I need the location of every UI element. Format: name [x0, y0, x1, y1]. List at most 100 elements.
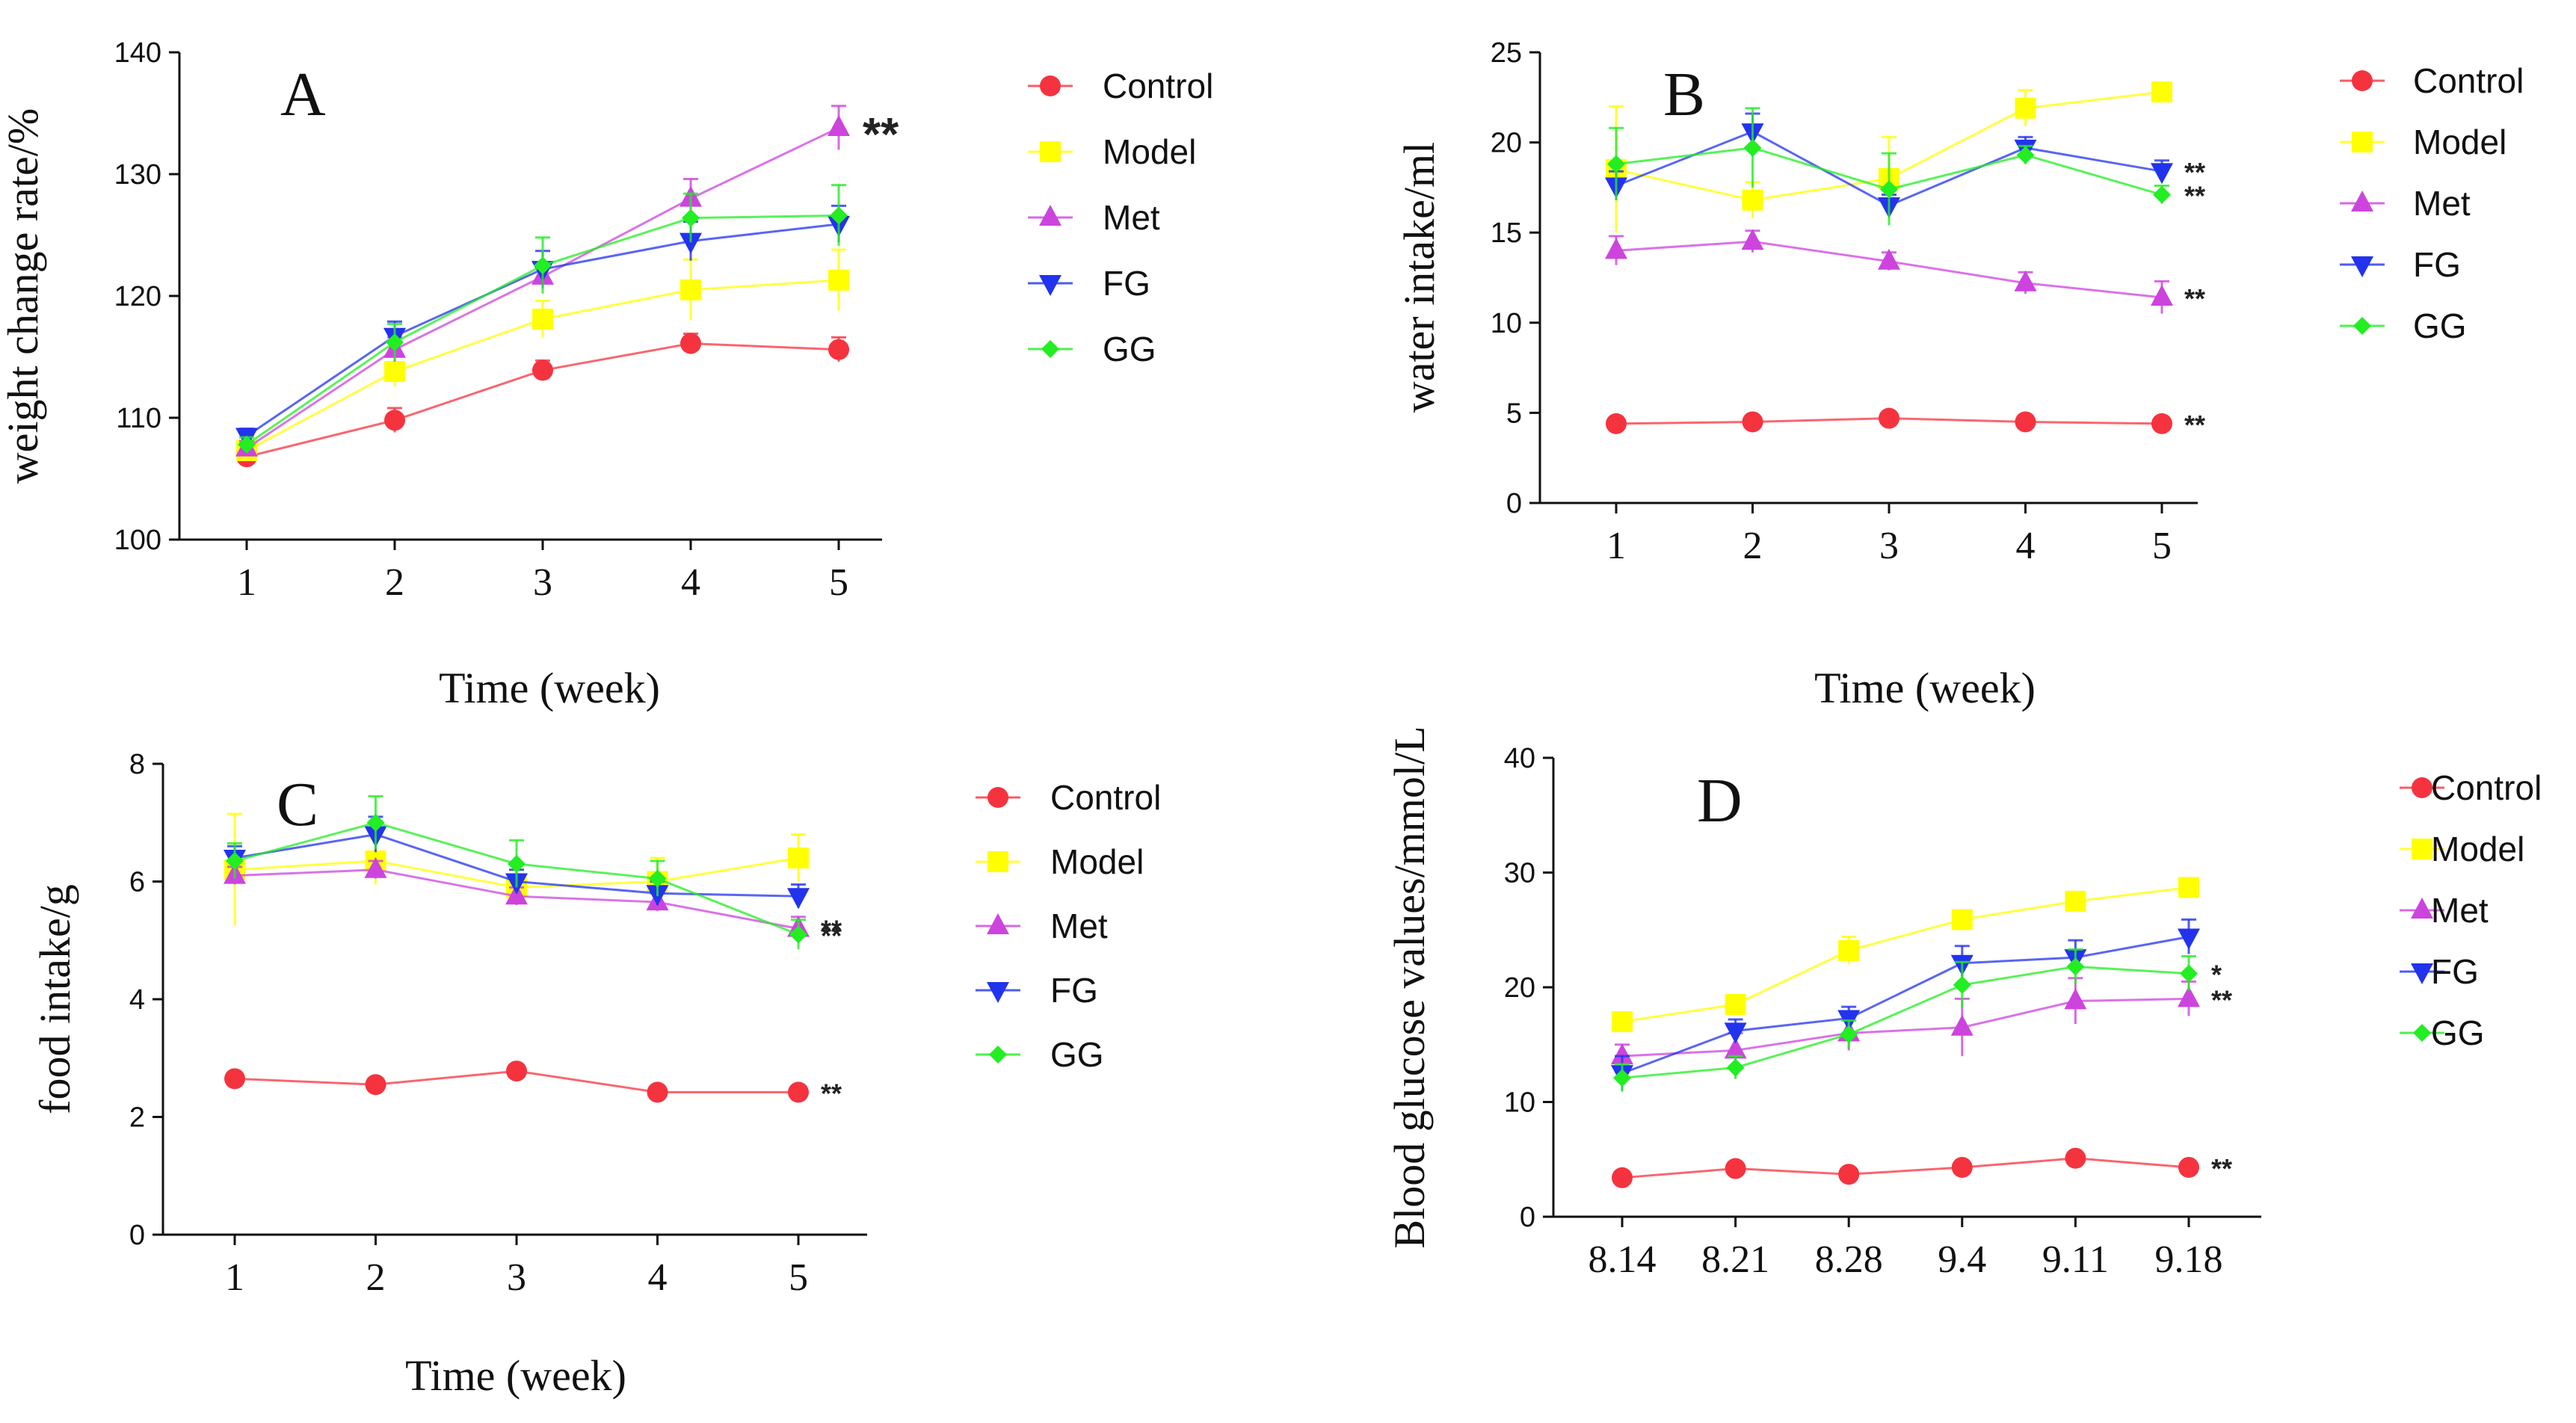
significance-annotation: **: [821, 915, 842, 945]
legend-label: GG: [1103, 330, 1156, 368]
data-point: [1838, 1164, 1860, 1185]
y-axis-title-a: weight change rate/%: [0, 108, 47, 484]
data-point: [1613, 1069, 1631, 1087]
significance-annotation: *: [2211, 960, 2222, 990]
legend-swatch-marker: [987, 913, 1009, 934]
legend-a: Control Model Met FG GG: [1028, 67, 1213, 368]
x-tick-label: 3: [507, 1256, 526, 1299]
x-tick-label: 8.14: [1589, 1238, 1657, 1281]
legend-item-met: Met: [976, 907, 1108, 945]
data-point: [788, 848, 809, 868]
series-line: [1621, 935, 2190, 1075]
y-tick-label: 40: [1504, 743, 1535, 774]
data-point: [1724, 1037, 1747, 1059]
y-tick-label: 30: [1504, 858, 1535, 889]
y-tick-label: 20: [1504, 972, 1535, 1004]
legend-swatch-marker: [987, 787, 1008, 808]
panel-letter-b: B: [1663, 60, 1705, 129]
significance-annotation: **: [2184, 410, 2205, 440]
data-point: [238, 435, 256, 454]
x-tick-label: 1: [237, 561, 256, 604]
data-point: [789, 925, 807, 944]
x-tick-label: 2: [366, 1256, 386, 1299]
x-axis-title-b: Time (week): [1814, 664, 2036, 712]
significance-annotation: **: [863, 109, 899, 161]
legend-swatch-marker: [2353, 317, 2371, 335]
significance-annotation: **: [2184, 181, 2205, 212]
x-tick-label: 2: [385, 561, 404, 604]
data-point: [2178, 928, 2200, 950]
panel-letter-d: D: [1697, 766, 1743, 836]
x-axis-title-a: Time (week): [439, 664, 660, 712]
x-tick-label: 9.18: [2155, 1238, 2223, 1281]
data-point: [2065, 1147, 2086, 1169]
x-tick-label: 8.21: [1701, 1238, 1769, 1281]
legend-item-control: Control: [976, 778, 1161, 817]
data-point: [2178, 986, 2200, 1007]
significance-annotation: **: [2211, 1153, 2232, 1184]
data-point: [2015, 97, 2036, 119]
legend-label: Control: [1103, 67, 1213, 105]
data-point: [1951, 1156, 1973, 1178]
legend-swatch-marker: [2352, 70, 2373, 91]
legend-label: GG: [1050, 1035, 1104, 1074]
legend-item-fg: FG: [2400, 952, 2479, 991]
data-point: [532, 359, 553, 381]
legend-label: Met: [2413, 184, 2471, 223]
series-met: [1605, 229, 2173, 314]
x-tick-label: 1: [1606, 525, 1626, 567]
series-model: [1612, 877, 2199, 1033]
data-point: [2064, 988, 2087, 1010]
y-axis-title-b: water intake/ml: [1395, 142, 1443, 413]
y-axis-title-c: food intake/g: [31, 884, 79, 1114]
data-point: [1950, 1014, 1973, 1036]
legend-label: FG: [1050, 971, 1098, 1010]
y-tick-label: 20: [1491, 128, 1522, 159]
legend-swatch-marker: [2412, 839, 2432, 859]
data-point: [1725, 994, 1746, 1016]
data-point: [1741, 229, 1764, 250]
significance-annotation: **: [2211, 984, 2232, 1015]
x-tick-label: 9.11: [2042, 1238, 2109, 1281]
data-point: [2151, 413, 2172, 434]
data-point: [2015, 411, 2036, 433]
legend-swatch-marker: [2351, 191, 2373, 212]
series-gg: [1607, 107, 2171, 226]
data-point: [1951, 909, 1973, 930]
data-point: [2180, 964, 2198, 983]
y-tick-label: 120: [114, 281, 161, 312]
legend-item-control: Control: [1028, 67, 1213, 105]
data-point: [1743, 138, 1762, 157]
legend-label: Model: [1050, 842, 1144, 881]
legend-label: Met: [2431, 891, 2489, 930]
data-point: [2016, 146, 2035, 164]
data-point: [2178, 1156, 2199, 1178]
legend-swatch-marker: [2411, 898, 2433, 919]
data-point: [384, 361, 405, 383]
y-tick-label: 110: [116, 403, 161, 434]
data-point: [366, 813, 385, 832]
series-line: [1621, 965, 2190, 1079]
data-point: [2178, 877, 2199, 898]
x-axis-title-c: Time (week): [405, 1351, 626, 1400]
chart-panel-d: 0 10 20 30 40 8.14 8.21 8.28 9.4 9.11 9.18 D Blood g…: [1385, 726, 2542, 1281]
data-point: [1742, 411, 1763, 433]
data-point: [1612, 1167, 1633, 1188]
legend-swatch-marker: [1040, 141, 1061, 162]
legend-label: FG: [2413, 245, 2461, 284]
data-point: [830, 206, 848, 225]
data-point: [2151, 163, 2173, 185]
data-point: [680, 232, 702, 254]
y-tick-label: 140: [114, 37, 161, 69]
legend-swatch-marker: [1041, 340, 1059, 358]
legend-label: Model: [2431, 830, 2524, 868]
data-point: [226, 851, 244, 870]
data-point: [386, 333, 404, 351]
legend-label: Model: [1103, 132, 1196, 171]
data-point: [682, 209, 700, 227]
panel-letter-a: A: [280, 60, 326, 129]
data-point: [2065, 890, 2086, 912]
data-point: [648, 869, 667, 888]
legend-item-control: Control: [2340, 61, 2524, 100]
